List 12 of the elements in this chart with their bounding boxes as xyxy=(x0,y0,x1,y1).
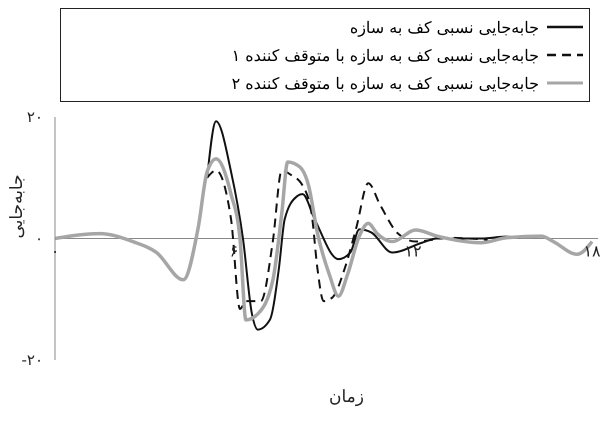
y-tick-label: ۰ xyxy=(34,230,43,248)
y-axis-title: جابه‌جایی xyxy=(7,174,28,238)
x-axis-title: زمان xyxy=(329,387,364,407)
x-tick-label: ۰ xyxy=(50,242,60,260)
x-tick-label: ۱۲ xyxy=(404,242,422,260)
x-tick-label: ۶ xyxy=(230,242,238,260)
legend-label: جابه‌جایی نسبی کف به سازه با متوقف کننده ۱ xyxy=(232,46,539,64)
legend-label: جابه‌جایی نسبی کف به سازه xyxy=(350,18,539,36)
y-tick-label: ۲۰ xyxy=(26,108,43,126)
legend-label: جابه‌جایی نسبی کف به سازه با متوقف کننده ۲ xyxy=(232,74,539,92)
y-tick-label: -۲۰ xyxy=(21,351,43,369)
x-tick-label: ۱۸ xyxy=(583,242,602,260)
